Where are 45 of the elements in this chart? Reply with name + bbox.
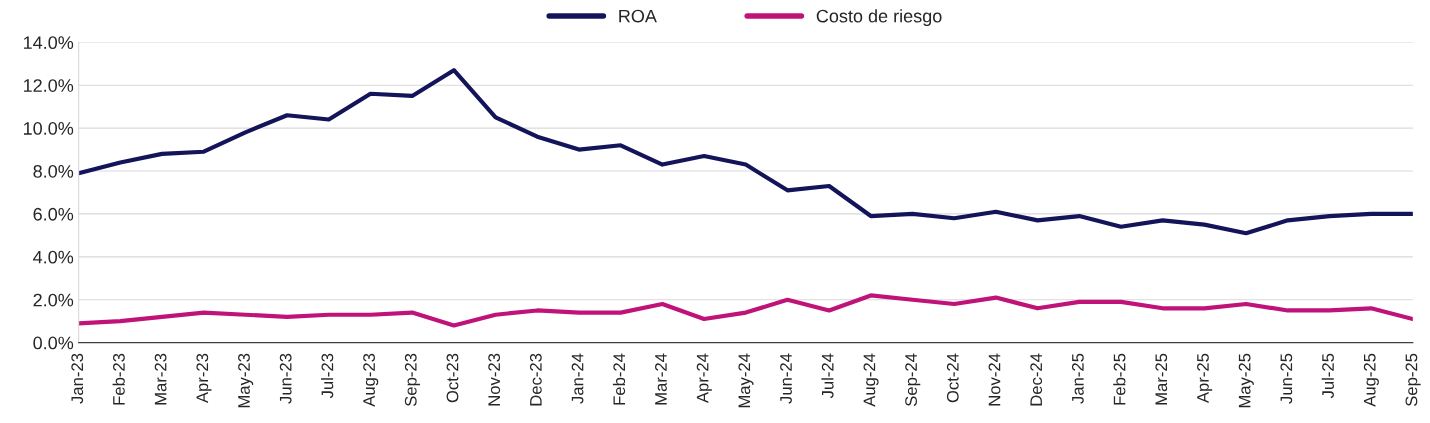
y-tick-label: 14.0% [23,36,74,50]
y-tick-label: 6.0% [33,207,74,221]
x-tick-label: Dec-24 [1030,353,1043,406]
legend-label: Costo de riesgo [816,9,942,27]
x-tick-label: Apr-23 [196,353,212,404]
y-tick-label: 0.0% [33,336,74,350]
x-tick-label: Jun-23 [279,353,292,404]
x-tick-label: Mar-23 [154,353,167,405]
x-tick-label: Apr-24 [696,353,712,404]
x-tick-label: Sep-24 [905,353,921,407]
x-tick-label: Aug-24 [863,353,879,407]
line-series [78,293,1413,328]
x-tick-label: Feb-24 [612,353,626,405]
x-tick-label: May-24 [738,353,754,408]
x-tick-label: Apr-25 [1197,353,1213,404]
y-tick-label: 10.0% [23,122,74,135]
x-tick-label: Jan-23 [71,353,84,404]
x-tick-label: Oct-23 [446,353,459,403]
x-tick-label: Aug-25 [1363,353,1379,407]
x-tick-label: Mar-25 [1155,353,1168,405]
x-tick-label: Jun-24 [780,353,792,404]
legend-label: ROA [619,9,657,23]
x-tick-label: Sep-25 [1405,353,1421,407]
x-tick-label: Feb-23 [112,353,125,405]
x-tick-label: Aug-23 [363,353,379,407]
x-tick-label: Jan-25 [1071,353,1084,404]
line-series [78,68,1413,236]
x-tick-label: Jul-23 [321,353,334,399]
x-tick-label: Sep-23 [404,353,420,407]
x-tick-label: Mar-24 [655,353,667,405]
x-tick-label: Oct-24 [946,353,959,403]
x-tick-label: Dec-23 [529,353,542,406]
y-tick-label: 4.0% [33,250,74,264]
x-tick-label: May-25 [1238,353,1254,408]
x-tick-label: Nov-23 [488,353,501,406]
y-tick-label: 12.0% [23,79,74,92]
x-tick-label: Nov-24 [988,353,1001,406]
x-tick-label: May-23 [238,353,254,408]
x-tick-label: Jan-24 [571,353,584,404]
x-tick-label: Jul-24 [821,353,834,399]
x-tick-label: Jul-25 [1321,353,1334,399]
x-tick-label: Feb-25 [1113,353,1126,405]
x-tick-label: Jun-25 [1280,353,1293,404]
y-tick-label: 8.0% [33,164,74,178]
y-tick-label: 2.0% [33,293,74,307]
